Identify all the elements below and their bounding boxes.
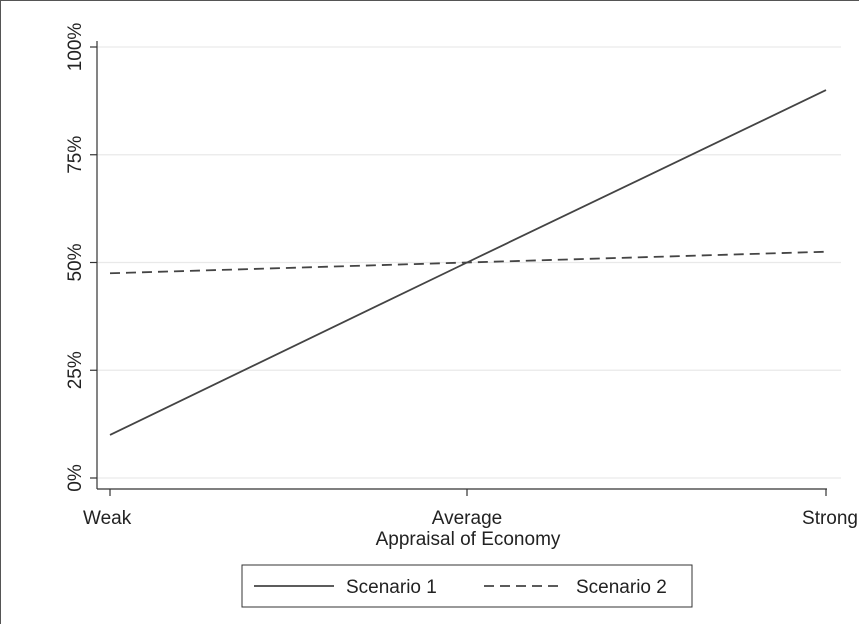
legend-label-2: Scenario 2 [576,577,667,598]
series-lines [109,89,827,436]
legend: Scenario 1 Scenario 2 [241,564,693,608]
x-tick-label: Weak [83,508,132,529]
y-tick-label: 100% [65,23,86,72]
y-tick-label: 75% [65,136,86,174]
y-tick-label: 50% [65,243,86,281]
x-tick-label: Strong [802,508,858,529]
x-tick-label: Average [432,508,502,529]
y-tick-label: 0% [65,464,86,492]
y-tick-label: 25% [65,351,86,389]
x-axis-ticks: Weak Average Strong [83,489,858,529]
legend-label-1: Scenario 1 [346,577,437,598]
series-line-2 [109,250,827,275]
y-axis-ticks: 0% 25% 50% 75% 100% [65,23,97,492]
axes [96,41,827,490]
x-axis-title: Appraisal of Economy [376,529,561,550]
